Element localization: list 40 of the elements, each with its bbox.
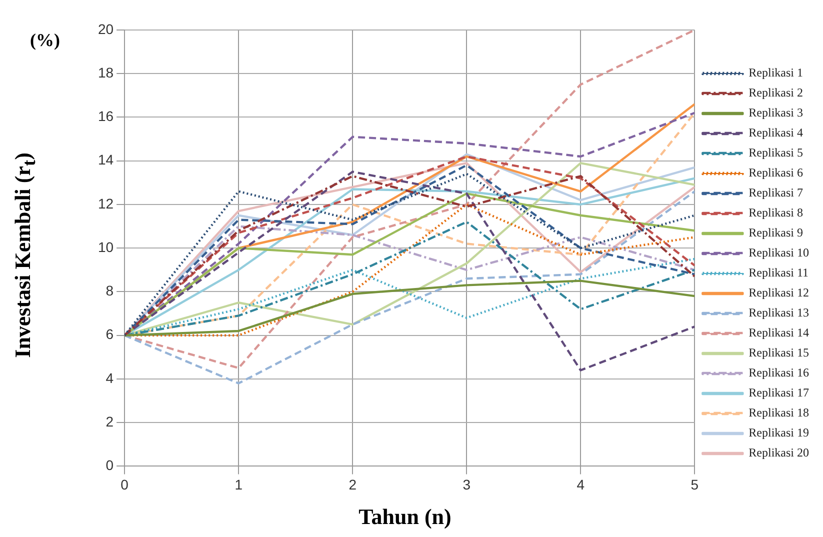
legend-label: Replikasi 14 [748,326,809,340]
y-tick-label: 4 [106,370,114,386]
legend-label: Replikasi 10 [748,246,809,260]
y-tick-label: 0 [106,457,114,474]
y-tick-label: 2 [106,413,114,430]
legend-label: Replikasi 6 [748,166,803,180]
x-tick-label: 0 [120,476,129,492]
y-tick-label: 8 [106,282,114,299]
y-tick-label: 10 [98,238,114,255]
legend-label: Replikasi 12 [748,286,809,300]
legend-label: Replikasi 17 [748,386,809,400]
y-tick-label: 6 [106,326,114,342]
x-axis-title: Tahun (n) [358,504,452,530]
text: (%) [30,30,60,51]
y-tick-label: 18 [98,64,114,80]
x-tick-label: 2 [348,476,357,492]
legend-label: Replikasi 1 [748,66,803,80]
legend-label: Replikasi 19 [748,426,809,440]
legend-label: Replikasi 15 [748,346,809,360]
legend-label: Replikasi 2 [748,86,803,100]
line-series [124,190,695,384]
legend-label: Replikasi 7 [748,186,803,200]
legend-label: Replikasi 8 [748,206,803,220]
y-tick-label: 16 [98,108,114,124]
legend-label: Replikasi 16 [748,366,809,380]
x-tick-label: 1 [234,476,243,492]
y-tick-label: 12 [98,195,114,212]
legend-label: Replikasi 9 [748,226,803,240]
legend-label: Replikasi 4 [748,126,803,140]
legend-label: Replikasi 5 [748,146,803,160]
legend-label: Replikasi 20 [748,446,809,460]
x-tick-label: 5 [690,476,699,492]
legend-label: Replikasi 18 [748,406,809,420]
y-tick-label: 20 [98,20,114,37]
legend-label: Replikasi 11 [748,266,809,280]
x-tick-label: 3 [462,476,471,492]
legend-label: Replikasi 13 [748,306,809,320]
y-tick-label: 14 [98,152,114,168]
legend-label: Replikasi 3 [748,106,803,120]
x-tick-label: 4 [576,476,585,492]
